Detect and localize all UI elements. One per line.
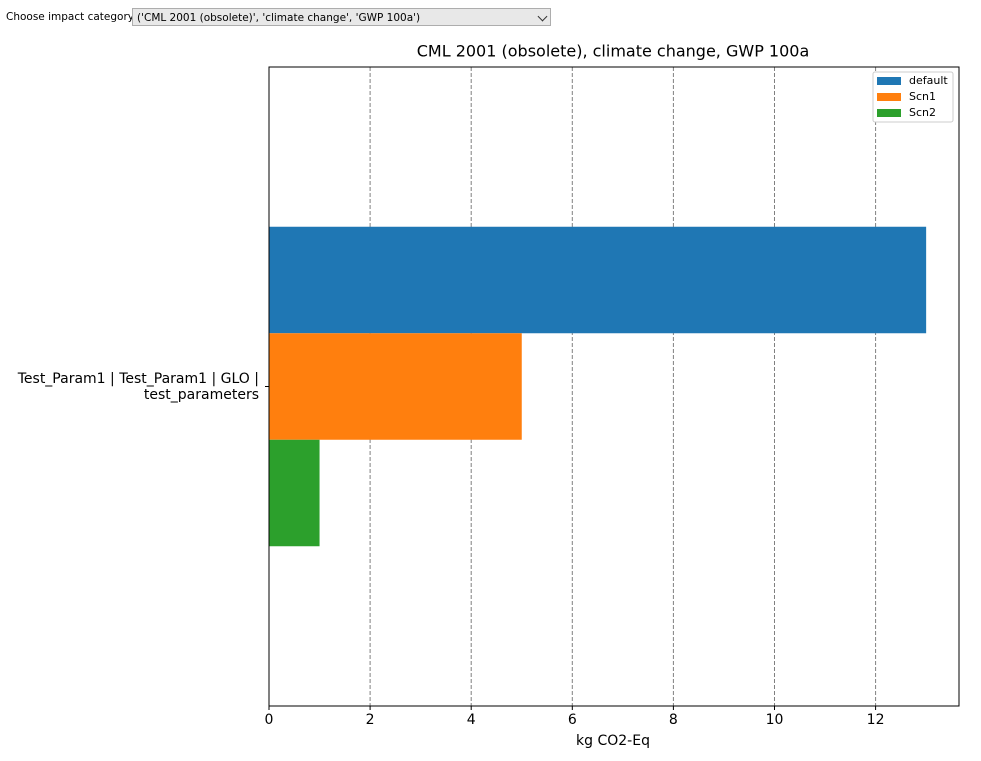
legend-swatch	[877, 109, 901, 117]
bar	[269, 439, 320, 547]
dropdown-label: Choose impact category:	[6, 11, 137, 23]
x-tick-label: 0	[265, 712, 274, 728]
x-tick-label: 4	[467, 712, 476, 728]
legend-label: default	[909, 74, 948, 87]
x-tick-label: 2	[366, 712, 375, 728]
chart-title: CML 2001 (obsolete), climate change, GWP…	[417, 42, 810, 61]
legend-label: Scn2	[909, 106, 936, 119]
legend-swatch	[877, 93, 901, 101]
legend-swatch	[877, 77, 901, 85]
x-tick-label: 12	[867, 712, 885, 728]
x-tick-label: 6	[568, 712, 577, 728]
dropdown[interactable]: ('CML 2001 (obsolete)', 'climate change'…	[132, 8, 551, 26]
bar	[269, 333, 522, 440]
y-tick-label: Test_Param1 | Test_Param1 | GLO | test_p…	[17, 370, 259, 403]
plot-frame	[268, 66, 960, 707]
dropdown-value: ('CML 2001 (obsolete)', 'climate change'…	[137, 12, 421, 24]
x-tick-label: 10	[766, 712, 784, 728]
x-tick-label: 8	[669, 712, 678, 728]
legend-label: Scn1	[909, 90, 936, 103]
bar	[269, 226, 927, 334]
x-axis-label: kg CO2-Eq	[576, 733, 650, 749]
